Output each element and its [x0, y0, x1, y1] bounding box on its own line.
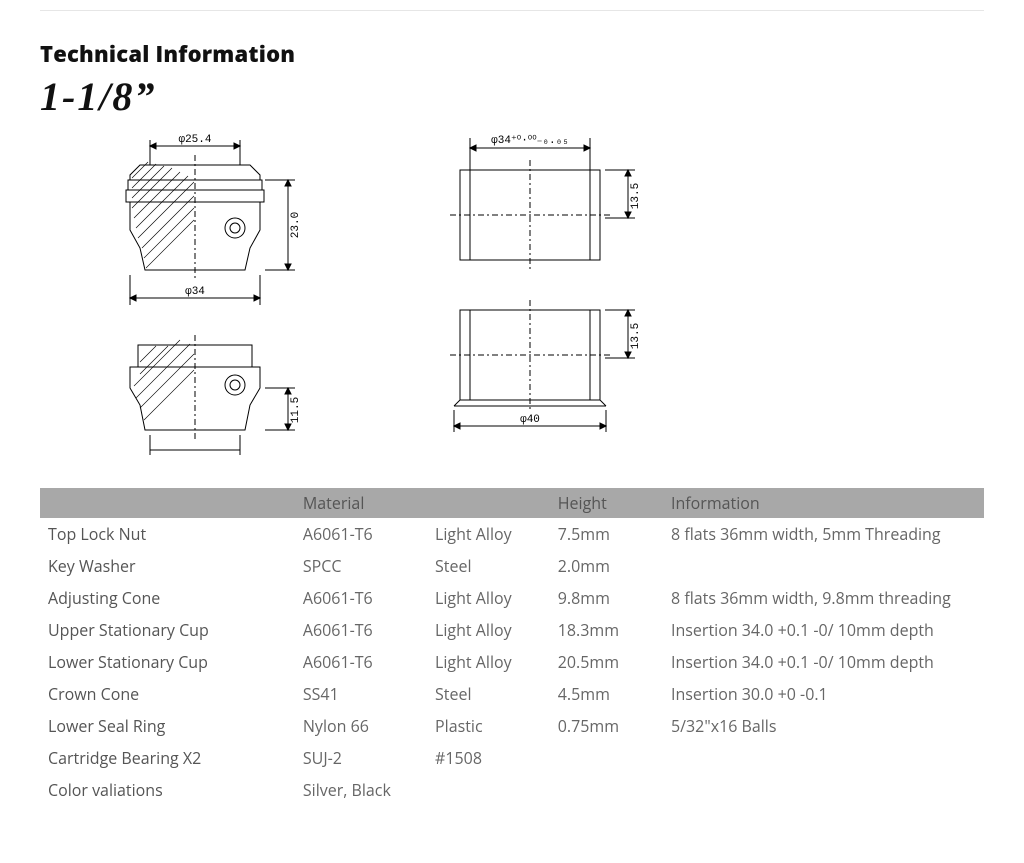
- col-header-blank1: [40, 488, 295, 518]
- dim-lower-right: 11.5: [290, 397, 302, 423]
- table-cell: Color valiations: [40, 774, 295, 806]
- diagram-right: φ34⁺⁰·⁰⁰₋₀.₀₅ 13.5: [440, 130, 670, 455]
- table-row: Lower Seal RingNylon 66Plastic0.75mm5/32…: [40, 710, 984, 742]
- table-cell: SPCC: [295, 550, 427, 582]
- table-cell: Upper Stationary Cup: [40, 614, 295, 646]
- top-divider: [40, 10, 984, 11]
- table-row: Key WasherSPCCSteel2.0mm: [40, 550, 984, 582]
- table-cell: A6061-T6: [295, 614, 427, 646]
- table-cell: [550, 742, 663, 774]
- table-cell: Steel: [427, 550, 550, 582]
- dim-lower-right-r: 13.5: [630, 323, 642, 349]
- table-cell: Cartridge Bearing X2: [40, 742, 295, 774]
- table-row: Adjusting ConeA6061-T6Light Alloy9.8mm8 …: [40, 582, 984, 614]
- col-header-height: Height: [550, 488, 663, 518]
- table-cell: Light Alloy: [427, 614, 550, 646]
- table-header-row: Material Height Information: [40, 488, 984, 518]
- table-row: Crown ConeSS41Steel4.5mmInsertion 30.0 +…: [40, 678, 984, 710]
- table-cell: Insertion 34.0 +0.1 -0/ 10mm depth: [663, 614, 984, 646]
- table-cell: Light Alloy: [427, 518, 550, 550]
- table-row: Top Lock NutA6061-T6Light Alloy7.5mm8 fl…: [40, 518, 984, 550]
- dim-bottom-width-r: φ40: [520, 414, 540, 426]
- table-cell: 4.5mm: [550, 678, 663, 710]
- dim-mid-width: φ34: [185, 286, 205, 298]
- table-row: Upper Stationary CupA6061-T6Light Alloy1…: [40, 614, 984, 646]
- headtube-diagram: φ34⁺⁰·⁰⁰₋₀.₀₅ 13.5: [440, 130, 670, 450]
- dim-top-width: φ25.4: [178, 134, 211, 146]
- table-cell: A6061-T6: [295, 582, 427, 614]
- dim-upper-right-r: 13.5: [630, 183, 642, 209]
- table-row: Color valiationsSilver, Black: [40, 774, 984, 806]
- table-row: Lower Stationary CupA6061-T6Light Alloy2…: [40, 646, 984, 678]
- dim-top-width-r: φ34⁺⁰·⁰⁰₋₀.₀₅: [491, 134, 569, 147]
- table-cell: Key Washer: [40, 550, 295, 582]
- table-cell: Top Lock Nut: [40, 518, 295, 550]
- table-cell: Nylon 66: [295, 710, 427, 742]
- col-header-information: Information: [663, 488, 984, 518]
- diagram-row: φ25.4: [40, 130, 984, 470]
- table-cell: 8 flats 36mm width, 5mm Threading: [663, 518, 984, 550]
- diagram-left: φ25.4: [90, 130, 330, 475]
- table-cell: Insertion 30.0 +0 -0.1: [663, 678, 984, 710]
- table-cell: SUJ-2: [295, 742, 427, 774]
- spec-table: Material Height Information Top Lock Nut…: [40, 488, 984, 806]
- table-cell: Light Alloy: [427, 646, 550, 678]
- section-title: Technical Information: [40, 39, 984, 69]
- table-cell: Crown Cone: [40, 678, 295, 710]
- table-cell: Light Alloy: [427, 582, 550, 614]
- table-cell: [550, 774, 663, 806]
- table-cell: 8 flats 36mm width, 9.8mm threading: [663, 582, 984, 614]
- table-cell: A6061-T6: [295, 518, 427, 550]
- headset-assembly-diagram: φ25.4: [90, 130, 330, 470]
- table-cell: A6061-T6: [295, 646, 427, 678]
- col-header-blank2: [427, 488, 550, 518]
- table-cell: 5/32"x16 Balls: [663, 710, 984, 742]
- table-cell: Insertion 34.0 +0.1 -0/ 10mm depth: [663, 646, 984, 678]
- table-cell: Adjusting Cone: [40, 582, 295, 614]
- table-cell: [663, 550, 984, 582]
- dim-right-height: 23.0: [290, 212, 302, 238]
- table-cell: Silver, Black: [295, 774, 427, 806]
- table-cell: Plastic: [427, 710, 550, 742]
- table-cell: 20.5mm: [550, 646, 663, 678]
- table-cell: 0.75mm: [550, 710, 663, 742]
- table-cell: 2.0mm: [550, 550, 663, 582]
- table-cell: [663, 742, 984, 774]
- table-cell: [427, 774, 550, 806]
- table-cell: [663, 774, 984, 806]
- table-cell: Lower Stationary Cup: [40, 646, 295, 678]
- table-cell: Lower Seal Ring: [40, 710, 295, 742]
- table-cell: #1508: [427, 742, 550, 774]
- table-cell: 18.3mm: [550, 614, 663, 646]
- table-cell: 7.5mm: [550, 518, 663, 550]
- table-cell: SS41: [295, 678, 427, 710]
- table-cell: 9.8mm: [550, 582, 663, 614]
- col-header-material: Material: [295, 488, 427, 518]
- table-cell: Steel: [427, 678, 550, 710]
- product-size: 1-1/8”: [40, 73, 984, 120]
- table-row: Cartridge Bearing X2SUJ-2#1508: [40, 742, 984, 774]
